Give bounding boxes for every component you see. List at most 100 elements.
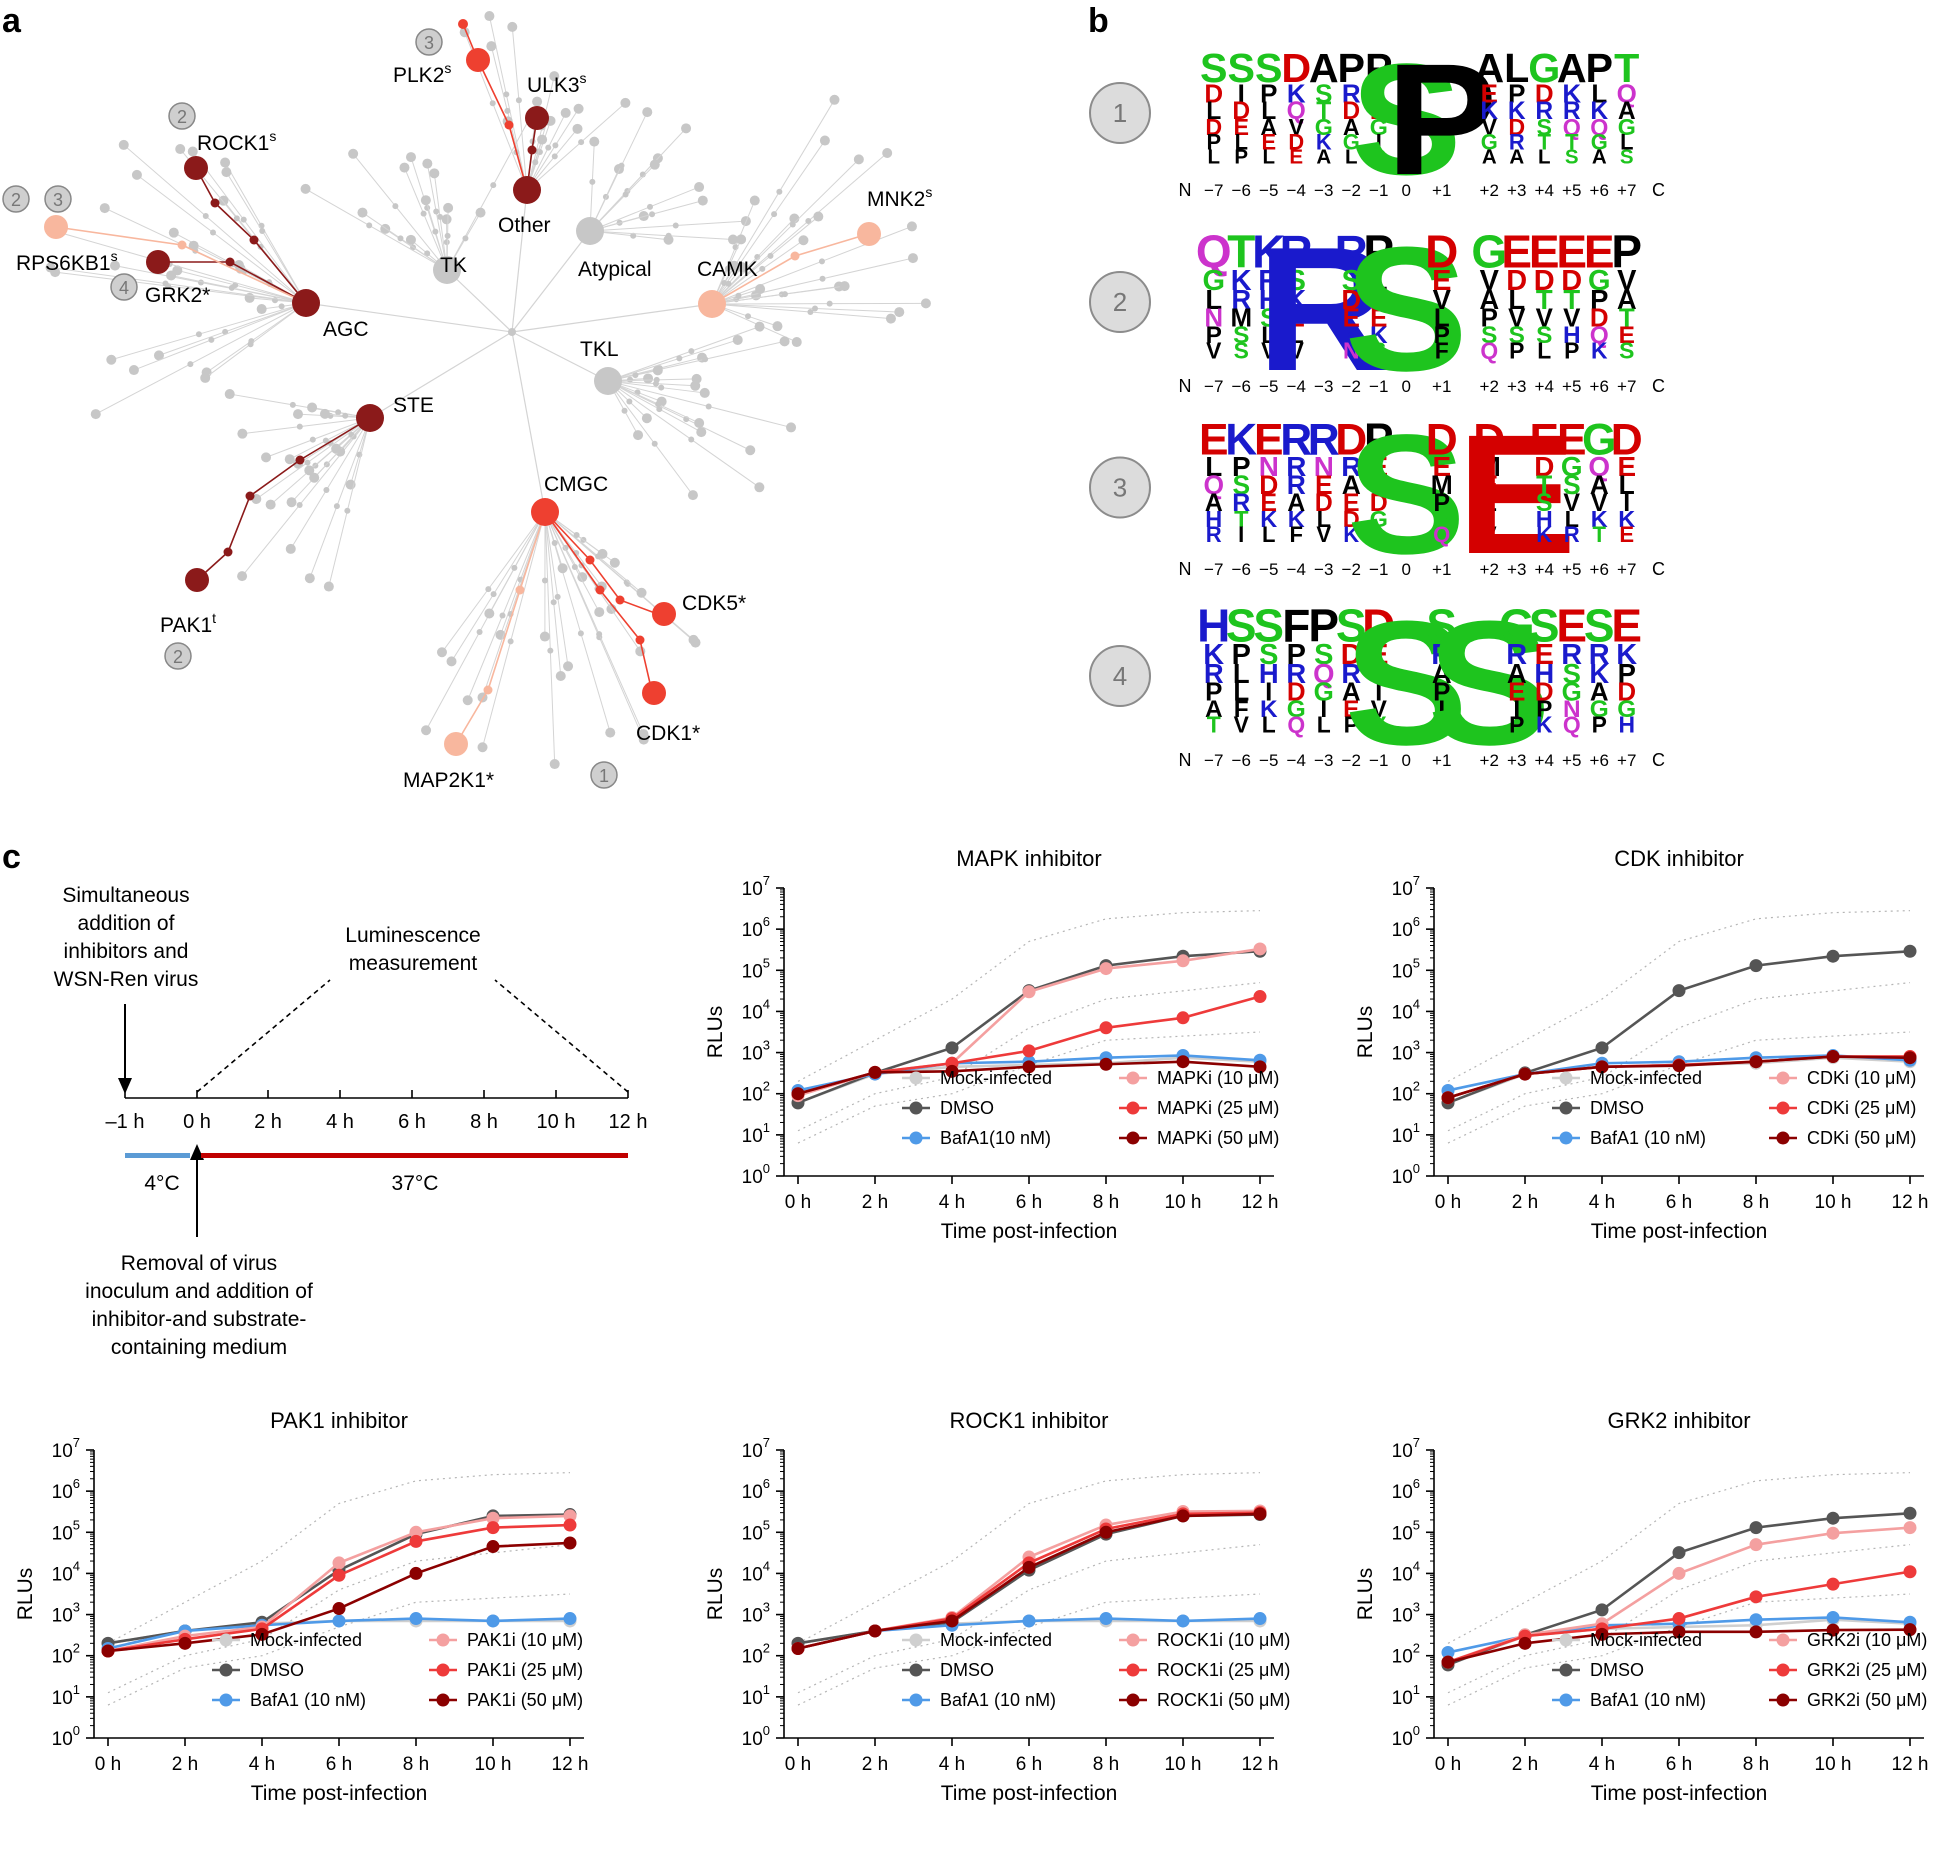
timeline-schematic: Simultaneous addition of inhibitors and … <box>54 884 648 1359</box>
svg-text:L: L <box>1537 337 1551 363</box>
logo-position-label: +5 <box>1562 751 1581 770</box>
y-tick-label: 103 <box>52 1600 80 1627</box>
legend-item: PAK1i (25 μM) <box>429 1660 583 1680</box>
logo-position-label: +5 <box>1562 181 1581 200</box>
family-label-other: Other <box>498 214 551 237</box>
x-tick-label: 0 h <box>95 1754 121 1775</box>
kinase-label-cdk5: CDK5* <box>682 592 746 615</box>
data-point <box>1100 1021 1113 1034</box>
legend-item: BafA1 (10 nM) <box>212 1690 366 1710</box>
svg-text:2: 2 <box>1113 287 1127 317</box>
logo-position-label: 0 <box>1402 181 1411 200</box>
chart-1: MAPK inhibitor1001011021031041051061070 … <box>704 846 1279 1243</box>
legend-label: ROCK1i (10 μM) <box>1157 1630 1290 1650</box>
legend-label: CDKi (50 μM) <box>1807 1128 1916 1148</box>
svg-text:N: N <box>1179 180 1192 200</box>
x-tick-label: 4 h <box>1589 1754 1615 1775</box>
legend-label: CDKi (25 μM) <box>1807 1098 1916 1118</box>
panel-letter-b: b <box>1088 2 1109 40</box>
tree-badge-4-grk2: 4 <box>111 274 137 300</box>
y-axis-label: RLUs <box>704 1006 727 1059</box>
x-axis-label: Time post-infection <box>941 1220 1118 1243</box>
legend-label: Mock-infected <box>1590 1630 1702 1650</box>
kinase-node-cdk1 <box>642 681 666 705</box>
series-line <box>798 1514 1260 1649</box>
y-tick-label: 105 <box>1392 955 1420 982</box>
logo-position-label: +2 <box>1480 560 1499 579</box>
svg-text:N: N <box>1179 750 1192 770</box>
legend-label: DMSO <box>940 1098 994 1118</box>
data-point <box>1596 1041 1609 1054</box>
legend-item: CDKi (50 μM) <box>1769 1128 1916 1148</box>
legend-label: BafA1 (10 nM) <box>250 1690 366 1710</box>
y-tick-label: 100 <box>742 1161 770 1188</box>
x-tick-label: 10 h <box>475 1754 512 1775</box>
logo-position-label: −7 <box>1204 751 1223 770</box>
logo-position-label: +1 <box>1432 377 1451 396</box>
svg-text:L: L <box>1207 146 1220 169</box>
logo-position-label: −7 <box>1204 560 1223 579</box>
data-point <box>1442 1091 1455 1104</box>
data-point <box>1827 950 1840 963</box>
svg-text:S: S <box>1620 146 1634 169</box>
data-point <box>333 1602 346 1615</box>
y-tick-label: 101 <box>1392 1682 1420 1709</box>
svg-text:L: L <box>1538 146 1551 169</box>
y-tick-label: 100 <box>1392 1723 1420 1750</box>
x-tick-label: 12 h <box>1892 1754 1929 1775</box>
x-tick-label: 0 h <box>1435 1754 1461 1775</box>
data-point <box>1827 1611 1840 1624</box>
x-axis-label: Time post-infection <box>1591 1782 1768 1805</box>
family-label-camk: CAMK <box>697 258 758 281</box>
data-point <box>1100 962 1113 975</box>
chart-title: MAPK inhibitor <box>956 846 1102 871</box>
y-tick-label: 102 <box>1392 1079 1420 1106</box>
family-node-cmgc <box>531 498 559 526</box>
svg-text:N: N <box>1179 559 1192 579</box>
series-line <box>798 1511 1260 1649</box>
panel-letter-c: c <box>2 838 21 876</box>
x-tick-label: 6 h <box>1016 1192 1042 1213</box>
data-point <box>1254 1612 1267 1625</box>
data-point <box>1100 1612 1113 1625</box>
x-tick-label: 0 h <box>785 1192 811 1213</box>
x-tick-label: 12 h <box>1242 1192 1279 1213</box>
schematic-temp-cold: 4°C <box>144 1172 179 1195</box>
legend-label: GRK2i (10 μM) <box>1807 1630 1927 1650</box>
data-point <box>410 1567 423 1580</box>
y-tick-label: 104 <box>742 996 770 1023</box>
legend-label: ROCK1i (25 μM) <box>1157 1660 1290 1680</box>
schematic-bottom-note-line-2: inoculum and addition of <box>85 1280 313 1303</box>
logo-position-label: −1 <box>1369 560 1388 579</box>
data-point <box>946 1614 959 1627</box>
logo-position-label: −7 <box>1204 181 1223 200</box>
tree-badge-2-pak1: 2 <box>165 643 191 669</box>
data-point <box>1750 1625 1763 1638</box>
kinase-label-pak1: PAK1t <box>160 610 216 637</box>
svg-text:A: A <box>1482 146 1497 169</box>
svg-text:A: A <box>1316 146 1331 169</box>
family-label-cmgc: CMGC <box>544 473 608 496</box>
data-point <box>1177 1011 1190 1024</box>
schematic-tick-label: 8 h <box>470 1111 498 1133</box>
y-tick-label: 104 <box>742 1558 770 1585</box>
svg-text:L: L <box>1262 711 1276 737</box>
logo-position-label: −5 <box>1259 751 1278 770</box>
logo-position-label: −4 <box>1287 377 1306 396</box>
data-point <box>1827 1578 1840 1591</box>
legend-item: MAPKi (50 μM) <box>1119 1128 1279 1148</box>
legend-label: DMSO <box>940 1660 994 1680</box>
y-tick-label: 107 <box>1392 873 1420 900</box>
legend-label: PAK1i (10 μM) <box>467 1630 583 1650</box>
chart-title: GRK2 inhibitor <box>1607 1408 1750 1433</box>
legend-item: DMSO <box>902 1660 994 1680</box>
x-tick-label: 6 h <box>1016 1754 1042 1775</box>
family-node-other <box>513 176 541 204</box>
data-point <box>1673 1546 1686 1559</box>
logo-position-label: −7 <box>1204 377 1223 396</box>
